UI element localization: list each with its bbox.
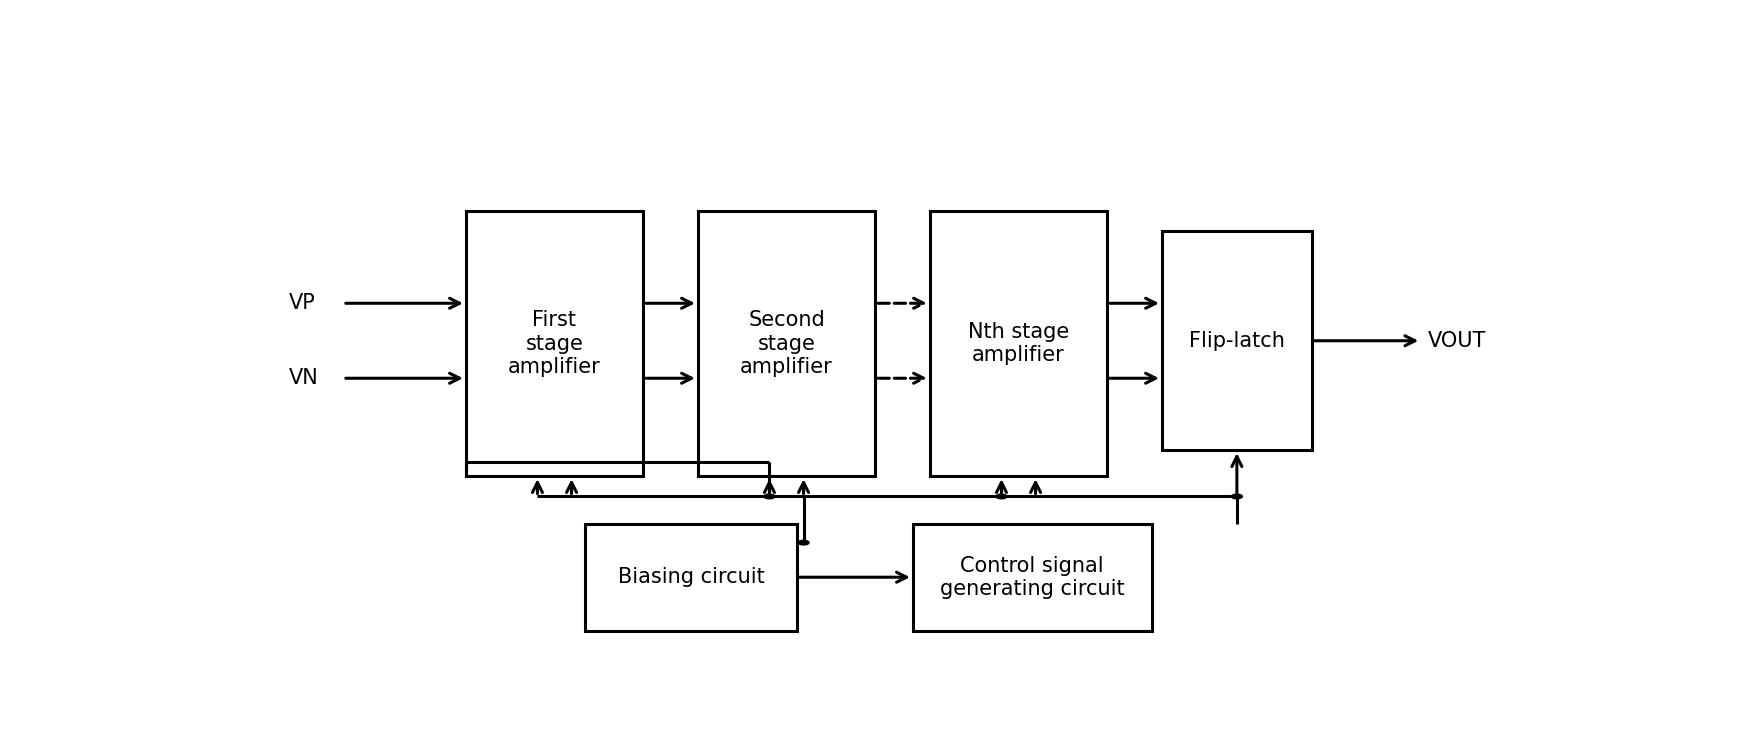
- Text: Biasing circuit: Biasing circuit: [618, 567, 764, 587]
- Bar: [1162, 231, 1312, 450]
- Text: Nth stage
amplifier: Nth stage amplifier: [969, 322, 1069, 366]
- Text: Control signal
generating circuit: Control signal generating circuit: [940, 556, 1125, 598]
- Text: VOUT: VOUT: [1428, 331, 1486, 351]
- Bar: [912, 524, 1152, 631]
- Text: VN: VN: [289, 369, 319, 388]
- Text: Second
stage
amplifier: Second stage amplifier: [740, 310, 833, 377]
- Circle shape: [798, 540, 808, 545]
- Circle shape: [764, 494, 775, 499]
- Text: First
stage
amplifier: First stage amplifier: [509, 310, 601, 377]
- Bar: [930, 211, 1108, 476]
- Bar: [465, 211, 643, 476]
- Circle shape: [997, 494, 1007, 499]
- Text: VP: VP: [289, 294, 315, 313]
- Bar: [697, 211, 875, 476]
- Bar: [585, 524, 796, 631]
- Text: Flip-latch: Flip-latch: [1189, 331, 1286, 351]
- Circle shape: [1231, 494, 1242, 499]
